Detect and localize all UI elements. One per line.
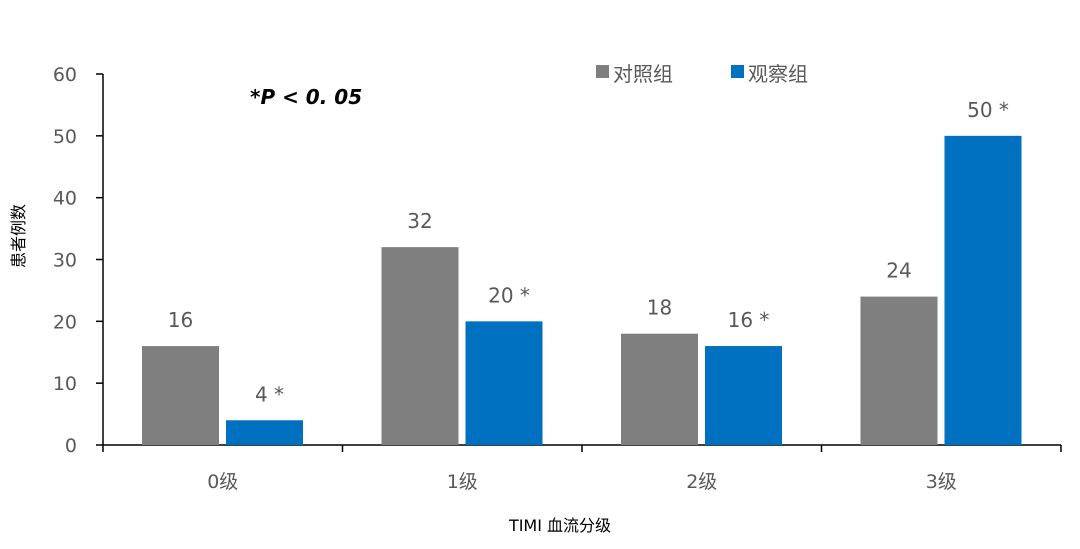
- y-tick-label: 30: [53, 250, 77, 272]
- legend-label-control: 对照组: [613, 62, 673, 86]
- legend-swatch-control: [596, 65, 609, 78]
- bar: [944, 135, 1022, 446]
- bar: [465, 321, 543, 445]
- bar: [226, 420, 303, 445]
- y-tick-label: 60: [53, 64, 77, 86]
- data-label: 20 *: [488, 283, 530, 307]
- y-axis-label: 患者例数: [9, 204, 28, 268]
- data-label: 16 *: [728, 308, 770, 332]
- y-tick-label: 20: [53, 311, 77, 333]
- legend-label-observation: 观察组: [748, 62, 808, 86]
- bar: [142, 346, 219, 445]
- data-label: 16: [168, 308, 193, 332]
- significance-note: *P < 0. 05: [250, 85, 362, 109]
- y-tick-label: 0: [65, 435, 77, 457]
- y-tick-label: 40: [53, 188, 77, 210]
- data-label: 24: [886, 259, 911, 283]
- bar: [860, 296, 938, 445]
- bar: [621, 333, 698, 445]
- legend: 对照组 观察组: [596, 62, 808, 86]
- data-label: 50 *: [967, 98, 1009, 122]
- legend-swatch-observation: [731, 65, 744, 78]
- x-tick-label: 1级: [447, 471, 478, 493]
- x-axis-label: TIMI 血流分级: [508, 516, 611, 535]
- data-label: 18: [647, 296, 672, 320]
- data-label: 32: [407, 209, 432, 233]
- bar: [705, 346, 782, 445]
- bar: [381, 247, 459, 445]
- data-label: 4 *: [255, 382, 284, 406]
- x-tick-label: 3级: [926, 471, 957, 493]
- x-tick-label: 0级: [207, 471, 238, 493]
- y-tick-label: 50: [53, 126, 77, 148]
- y-tick-label: 10: [53, 373, 77, 395]
- x-tick-label: 2级: [686, 471, 717, 493]
